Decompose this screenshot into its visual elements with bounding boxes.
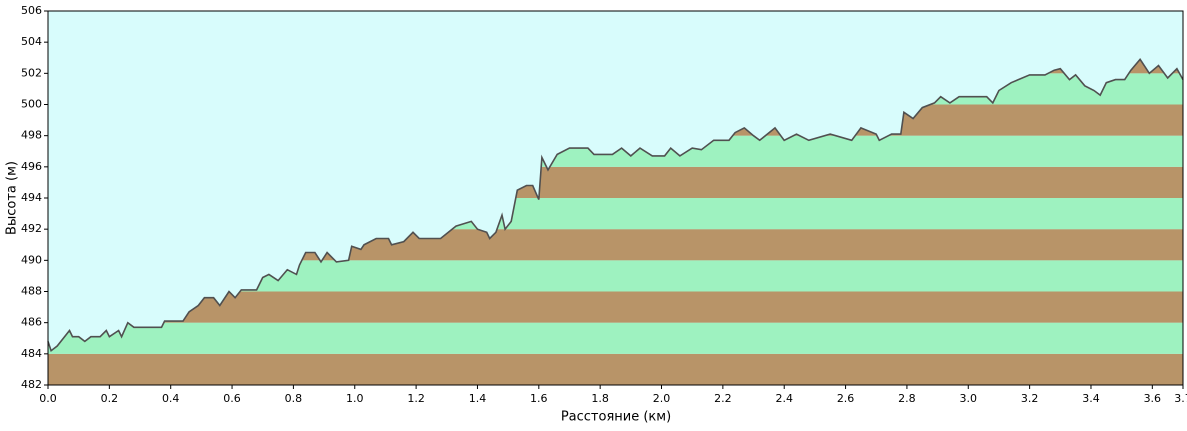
x-tick-label: 1.8 — [591, 392, 609, 405]
y-tick-label: 488 — [21, 285, 42, 298]
chart-layer: 482 484 486 488 490 492 494 496 498 500 502 504 506 0… — [21, 4, 1187, 405]
x-tick-label: 2.8 — [898, 392, 916, 405]
x-tick-label: 2.6 — [837, 392, 855, 405]
y-tick-label: 484 — [21, 347, 42, 360]
y-tick-label: 486 — [21, 316, 42, 329]
x-tick-label: 1.4 — [469, 392, 487, 405]
x-tick-label: 0.6 — [223, 392, 241, 405]
x-tick-label: 1.2 — [407, 392, 425, 405]
x-tick-label: 3.0 — [960, 392, 978, 405]
y-tick-label: 504 — [21, 35, 42, 48]
x-tick-label: 3.2 — [1021, 392, 1039, 405]
elevation-band — [48, 291, 1183, 323]
y-tick-label: 500 — [21, 98, 42, 111]
profile-line — [47, 57, 1184, 353]
x-tick-label: 2.2 — [714, 392, 732, 405]
y-tick-label: 490 — [21, 253, 42, 266]
y-tick-label: 496 — [21, 160, 42, 173]
x-tick-label: 3.7 — [1174, 392, 1187, 405]
x-tick-label: 0.0 — [39, 392, 57, 405]
x-axis-title: Расстояние (км) — [561, 410, 671, 425]
x-tick-label: 1.0 — [346, 392, 364, 405]
y-tick-label: 492 — [21, 222, 42, 235]
y-tick-label: 494 — [21, 191, 42, 204]
y-tick-label: 506 — [21, 4, 42, 17]
x-tick-label: 0.4 — [162, 392, 180, 405]
x-tick-label: 3.6 — [1144, 392, 1162, 405]
x-tick-label: 2.0 — [653, 392, 671, 405]
y-tick-label: 498 — [21, 129, 42, 142]
y-tick-label: 502 — [21, 66, 42, 79]
x-tick-label: 3.4 — [1082, 392, 1100, 405]
elevation-band — [48, 353, 1183, 385]
elevation-band — [48, 322, 1183, 354]
x-tick-label: 2.4 — [775, 392, 793, 405]
x-tick-label: 0.8 — [285, 392, 303, 405]
y-tick-label: 482 — [21, 378, 42, 391]
x-tick-label: 0.2 — [101, 392, 119, 405]
y-axis-title: Высота (м) — [5, 161, 20, 235]
x-tick-label: 1.6 — [530, 392, 548, 405]
